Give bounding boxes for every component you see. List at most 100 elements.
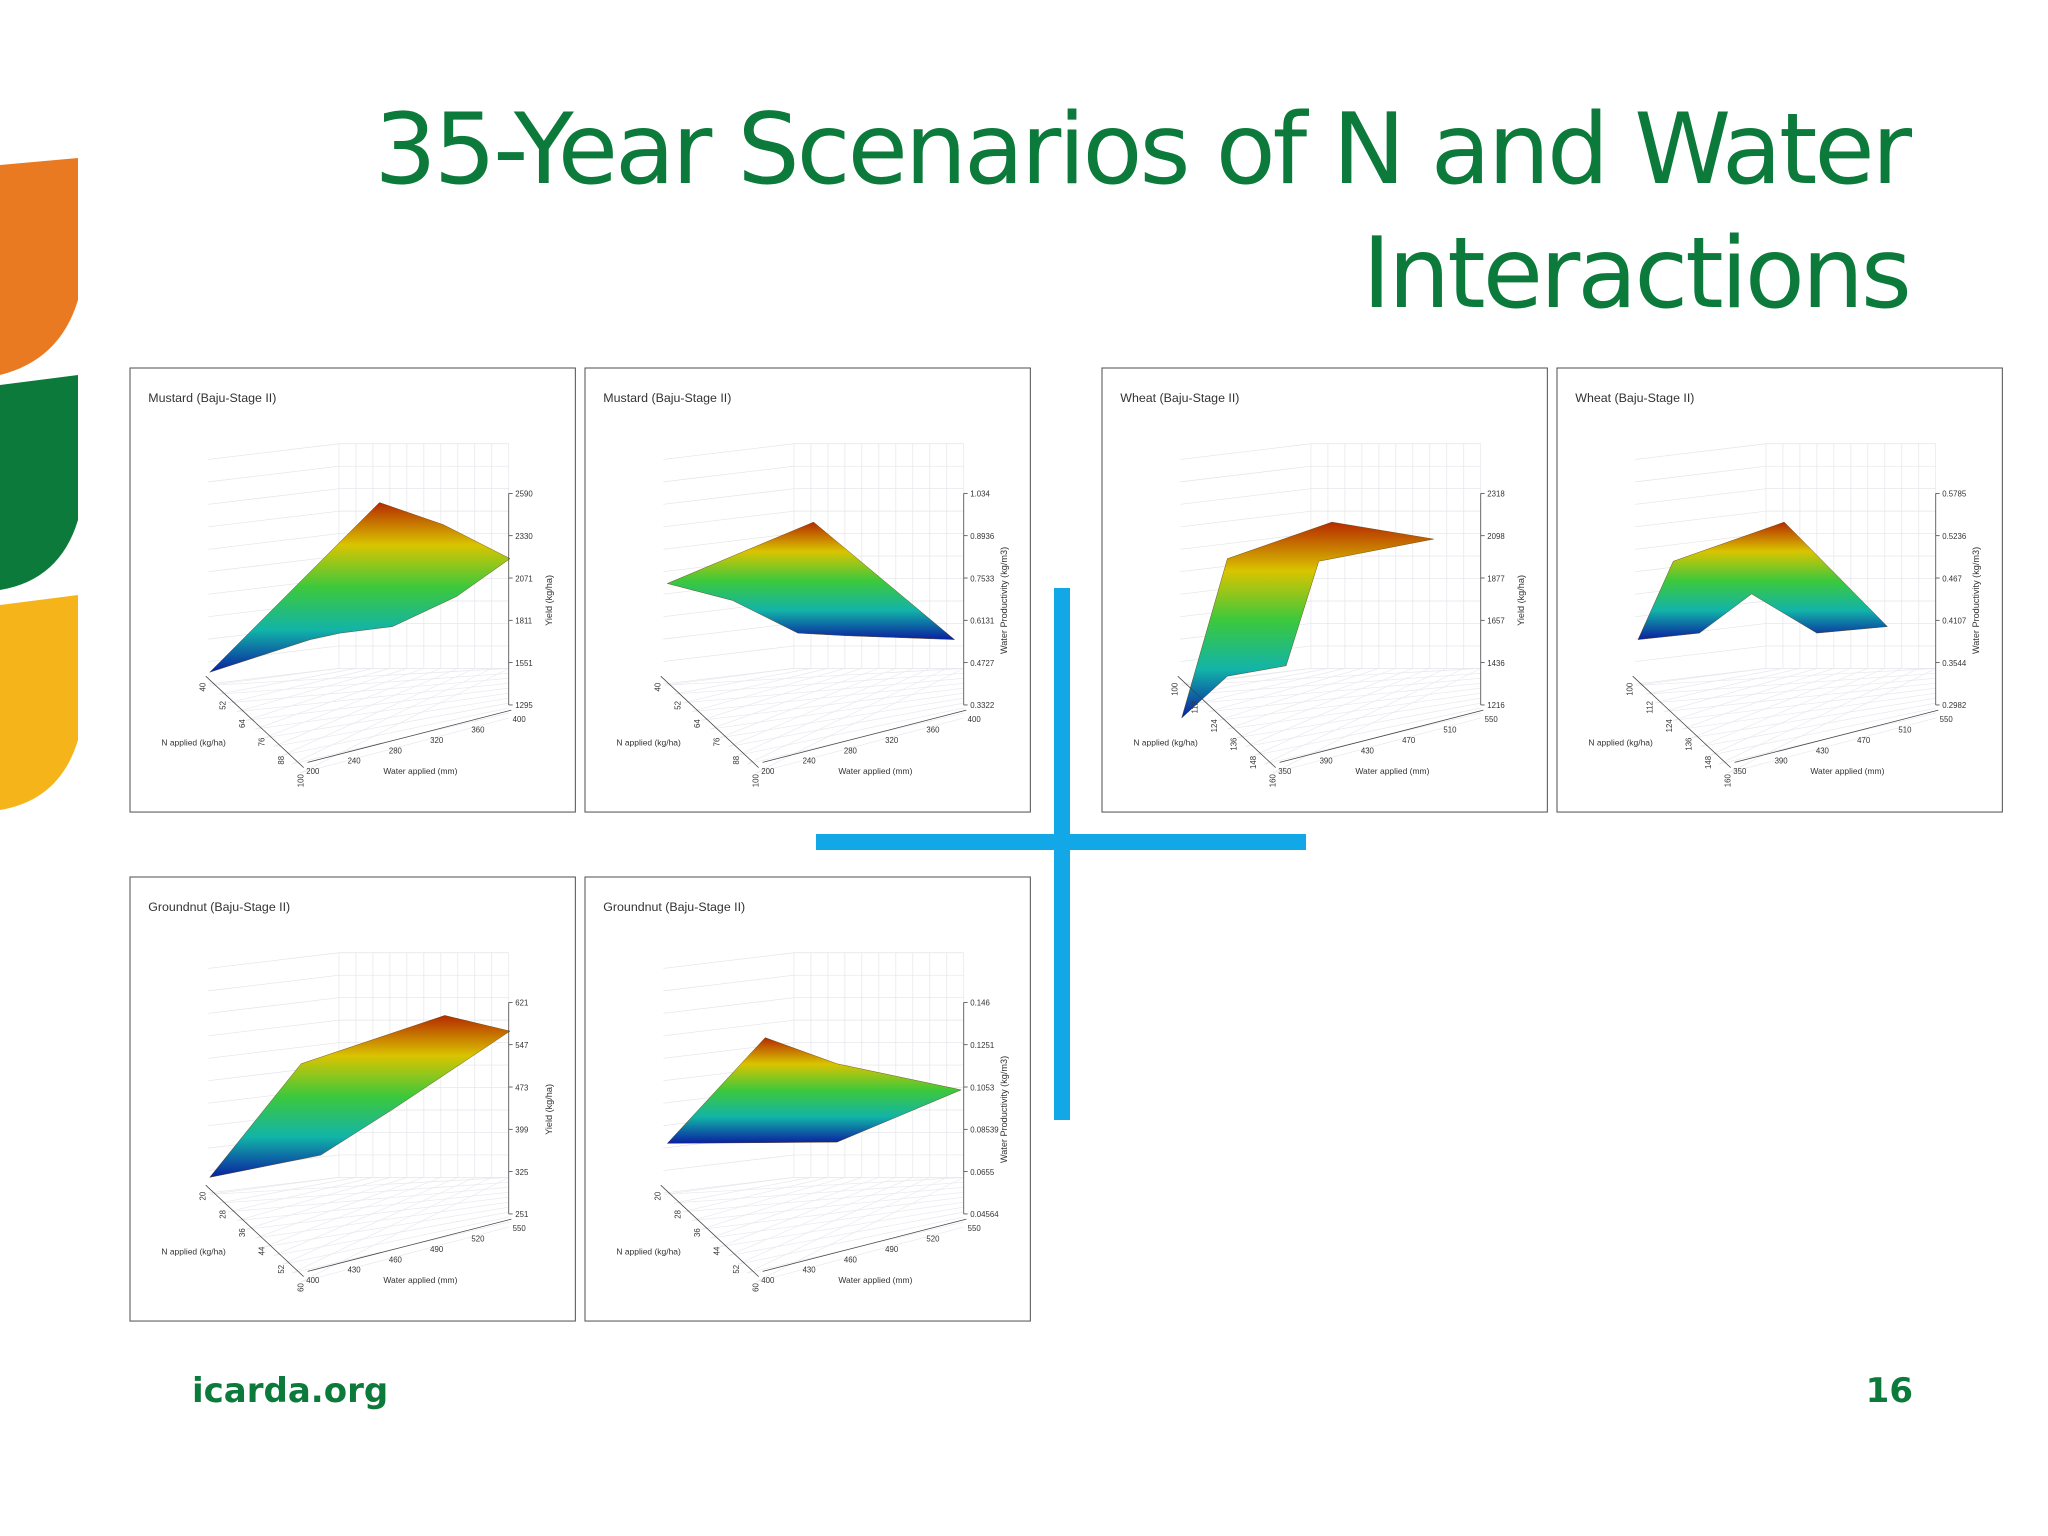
n-tick-label: 88 bbox=[732, 755, 741, 764]
n-tick-label: 60 bbox=[752, 1283, 761, 1292]
floor-grid bbox=[1273, 717, 1481, 774]
water-tick-label: 430 bbox=[1361, 746, 1375, 755]
z-tick-label: 1216 bbox=[1487, 701, 1505, 710]
n-tick-label: 52 bbox=[673, 701, 682, 710]
n-axis-label: N applied (kg/ha) bbox=[161, 737, 226, 747]
floor-grid bbox=[1254, 707, 1481, 756]
z-tick-label: 0.04564 bbox=[970, 1210, 999, 1219]
surface bbox=[1637, 521, 1888, 640]
n-axis bbox=[660, 675, 759, 768]
water-tick-label: 350 bbox=[1278, 767, 1292, 776]
floor-grid bbox=[291, 1177, 492, 1274]
floor-grid bbox=[737, 1216, 964, 1265]
floor-grid bbox=[719, 1206, 964, 1248]
box-grid bbox=[663, 952, 794, 969]
floor-grid bbox=[746, 668, 947, 765]
floor-grid bbox=[1645, 673, 1936, 695]
cross-vertical bbox=[1054, 588, 1070, 1120]
floor-grid bbox=[1236, 668, 1413, 739]
n-tick-label: 136 bbox=[1230, 737, 1239, 751]
n-tick-label: 44 bbox=[258, 1246, 267, 1255]
box-grid bbox=[663, 465, 794, 483]
box-grid bbox=[663, 1019, 794, 1037]
floor-grid bbox=[710, 668, 879, 730]
water-tick-label: 510 bbox=[1443, 725, 1457, 734]
water-axis-label: Water applied (mm) bbox=[383, 766, 457, 776]
water-tick-label: 550 bbox=[968, 1224, 982, 1233]
floor-grid bbox=[737, 668, 930, 756]
floor-grid bbox=[1673, 668, 1834, 721]
floor-grid bbox=[673, 1177, 811, 1204]
n-tick-label: 20 bbox=[654, 1191, 663, 1200]
z-axis-label: Water Productivity (kg/m3) bbox=[999, 1056, 1009, 1163]
panel-title: Mustard (Baju-Stage II) bbox=[148, 391, 276, 405]
z-tick-label: 1877 bbox=[1487, 574, 1504, 583]
z-tick-label: 399 bbox=[515, 1126, 528, 1135]
surface bbox=[1181, 521, 1434, 719]
water-tick-label: 280 bbox=[389, 746, 403, 755]
floor-grid bbox=[1236, 697, 1481, 739]
floor-grid bbox=[701, 668, 862, 721]
box-grid bbox=[1635, 465, 1766, 483]
box-grid bbox=[1635, 510, 1766, 528]
z-tick-label: 2318 bbox=[1487, 490, 1505, 499]
floor-grid bbox=[218, 668, 356, 695]
n-tick-label: 36 bbox=[238, 1228, 247, 1237]
n-axis bbox=[205, 1184, 304, 1277]
logo-green bbox=[0, 375, 78, 590]
water-axis-label: Water applied (mm) bbox=[1810, 766, 1884, 776]
n-axis-label: N applied (kg/ha) bbox=[616, 1246, 681, 1256]
z-axis-label: Yield (kg/ha) bbox=[1516, 575, 1526, 626]
water-tick-label: 390 bbox=[1775, 757, 1789, 766]
floor-grid bbox=[673, 668, 811, 695]
n-axis bbox=[1177, 675, 1276, 768]
floor-grid bbox=[273, 702, 509, 747]
floor-grid bbox=[664, 668, 795, 686]
floor-grid bbox=[737, 707, 964, 756]
floor-grid bbox=[237, 1191, 509, 1221]
floor-grid bbox=[237, 682, 509, 712]
box-grid bbox=[1180, 443, 1311, 460]
z-tick-label: 2590 bbox=[515, 490, 533, 499]
box-grid bbox=[663, 533, 794, 550]
floor-grid bbox=[255, 668, 424, 730]
water-tick-label: 550 bbox=[513, 1224, 527, 1233]
z-tick-label: 0.3322 bbox=[970, 701, 994, 710]
z-tick-label: 473 bbox=[515, 1083, 529, 1092]
water-axis-label: Water applied (mm) bbox=[1355, 766, 1429, 776]
floor-grid bbox=[1709, 668, 1902, 756]
z-axis-label: Water Productivity (kg/m3) bbox=[999, 547, 1009, 654]
z-tick-label: 0.4727 bbox=[970, 659, 994, 668]
box-grid bbox=[208, 510, 339, 528]
n-axis-label: N applied (kg/ha) bbox=[1133, 737, 1198, 747]
n-tick-label: 64 bbox=[693, 719, 702, 728]
floor-grid bbox=[1664, 682, 1936, 712]
floor-grid bbox=[728, 702, 964, 747]
floor-grid bbox=[1263, 668, 1464, 765]
floor-grid bbox=[227, 668, 373, 704]
box-grid bbox=[208, 488, 339, 505]
panel-title: Groundnut (Baju-Stage II) bbox=[148, 900, 290, 914]
z-axis-label: Yield (kg/ha) bbox=[544, 1084, 554, 1135]
box-grid bbox=[1180, 533, 1311, 550]
n-tick-label: 136 bbox=[1685, 737, 1694, 751]
box-grid bbox=[208, 533, 339, 550]
floor-grid bbox=[1728, 717, 1936, 774]
floor-grid bbox=[237, 668, 390, 712]
water-tick-label: 320 bbox=[885, 736, 899, 745]
floor-grid bbox=[218, 1182, 509, 1204]
floor-grid bbox=[728, 668, 913, 747]
water-axis-label: Water applied (mm) bbox=[838, 1275, 912, 1285]
n-axis bbox=[205, 675, 304, 768]
box-grid bbox=[208, 443, 339, 460]
floor-grid bbox=[1218, 687, 1481, 721]
footer-page: 16 bbox=[1866, 1371, 1913, 1411]
floor-grid bbox=[1227, 692, 1481, 730]
floor-grid bbox=[255, 1201, 509, 1239]
box-grid bbox=[663, 974, 794, 992]
z-tick-label: 0.5236 bbox=[1942, 532, 1967, 541]
z-axis-label: Water Productivity (kg/m3) bbox=[1971, 547, 1981, 654]
box-grid bbox=[208, 997, 339, 1014]
floor-grid bbox=[273, 1211, 509, 1256]
n-tick-label: 100 bbox=[1626, 682, 1635, 696]
